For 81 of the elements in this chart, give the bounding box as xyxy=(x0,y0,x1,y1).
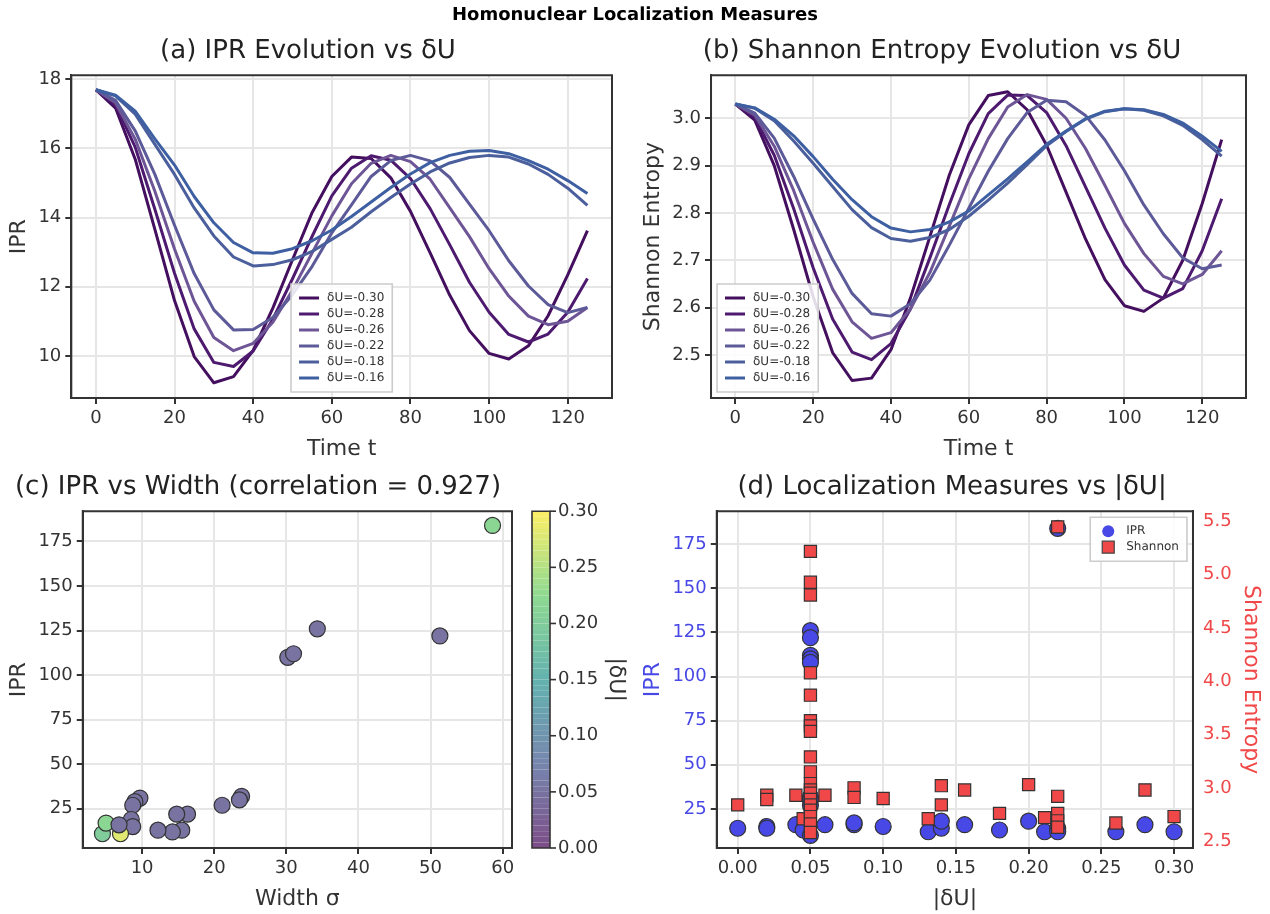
x-tick-label: 0.30 xyxy=(1154,859,1195,880)
x-tick-label: 100 xyxy=(471,409,507,430)
y-tick-label: 3.0 xyxy=(672,108,702,129)
x-axis-title: Width σ xyxy=(254,884,340,911)
y-tick-label: 25 xyxy=(49,799,73,820)
text: Homonuclear Localization Measures xyxy=(450,6,820,26)
y-tick-label: 175 xyxy=(38,532,73,553)
x-tick-label: 50 xyxy=(419,859,443,880)
y-tick-label: 75 xyxy=(683,711,707,732)
color-bar-title: |δU| xyxy=(604,657,631,702)
x-tick-label: 120 xyxy=(1185,409,1220,430)
y-tick-label: 50 xyxy=(683,755,708,776)
x-tick-label: 0.15 xyxy=(935,859,976,880)
color-bar-label: 0.25 xyxy=(558,558,599,579)
x-tick-label: 0.00 xyxy=(717,859,759,880)
y2-tick-label: 5.0 xyxy=(1202,565,1233,586)
color-bar-label: 0.05 xyxy=(558,782,599,803)
y-tick-label: 150 xyxy=(38,576,74,597)
y2-tick-label: 4.0 xyxy=(1202,671,1233,692)
x-tick-label: 20 xyxy=(202,859,227,880)
y-tick-label: 16 xyxy=(38,139,62,160)
y-tick-label: 2.7 xyxy=(672,250,702,271)
x-tick-label: 0.05 xyxy=(790,859,831,880)
y-tick-label: 2.5 xyxy=(672,345,702,366)
x-tick-label: 10 xyxy=(130,859,155,880)
y-tick-label: 10 xyxy=(38,346,62,367)
y-tick-label: 2.9 xyxy=(672,156,702,177)
y-tick-label: 175 xyxy=(672,534,707,555)
x-tick-label: 60 xyxy=(957,409,981,430)
y-tick-label: 100 xyxy=(672,667,708,688)
x-tick-label: 20 xyxy=(163,409,187,430)
x-tick-label: 0 xyxy=(90,409,103,430)
y-axis-title: Shannon Entropy xyxy=(638,141,665,332)
y-tick-label: 150 xyxy=(672,578,708,599)
y-tick-label: 125 xyxy=(38,621,73,642)
y-tick-label: 25 xyxy=(683,799,707,820)
x-tick-label: 80 xyxy=(399,409,423,430)
y-tick-label: 125 xyxy=(672,623,707,644)
y2-axis-title: Shannon Entropy xyxy=(1239,585,1266,776)
y-tick-label: 2.6 xyxy=(672,298,702,319)
color-bar-label: 0.10 xyxy=(558,726,599,747)
y2-tick-label: 2.5 xyxy=(1202,831,1232,852)
y-tick-label: 100 xyxy=(38,665,74,686)
y2-tick-label: 5.5 xyxy=(1202,512,1232,533)
y2-tick-label: 4.5 xyxy=(1202,618,1232,639)
x-tick-label: 0 xyxy=(729,409,742,430)
chart-title: (b) Shannon Entropy Evolution vs δU xyxy=(702,36,1182,67)
y-axis-title: IPR xyxy=(4,661,31,698)
x-tick-label: 100 xyxy=(1107,409,1143,430)
y-tick-label: 2.8 xyxy=(672,203,702,224)
x-tick-label: 120 xyxy=(550,409,586,430)
y-axis-title: IPR xyxy=(638,661,665,698)
x-tick-label: 0.25 xyxy=(1081,859,1122,880)
color-bar-label: 0.20 xyxy=(558,614,599,635)
x-axis-title: Time t xyxy=(941,434,1015,461)
x-axis-title: |δU| xyxy=(932,884,978,911)
x-tick-label: 0.10 xyxy=(863,859,904,880)
x-tick-label: 60 xyxy=(491,859,515,880)
color-bar-label: 0.00 xyxy=(558,838,599,859)
y2-tick-label: 3.5 xyxy=(1202,725,1232,746)
y-tick-label: 14 xyxy=(38,208,62,229)
x-axis-title: Time t xyxy=(304,434,378,461)
x-tick-label: 30 xyxy=(274,859,299,880)
x-tick-label: 0.20 xyxy=(1008,859,1050,880)
y-axis-title: IPR xyxy=(4,218,31,255)
y-tick-label: 75 xyxy=(49,710,73,731)
chart-title: (a) IPR Evolution vs δU xyxy=(160,36,456,67)
color-bar-label: 0.15 xyxy=(558,670,599,691)
y-tick-label: 12 xyxy=(38,277,62,298)
y2-tick-label: 3.0 xyxy=(1202,778,1233,799)
x-tick-label: 20 xyxy=(801,409,826,430)
chart-title: (c) IPR vs Width (correlation = 0.927) xyxy=(14,472,502,503)
x-tick-label: 40 xyxy=(879,409,903,430)
y-tick-label: 18 xyxy=(38,70,62,91)
x-tick-label: 80 xyxy=(1035,409,1059,430)
color-bar-label: 0.30 xyxy=(558,501,599,522)
y-tick-label: 50 xyxy=(49,754,74,775)
x-tick-label: 40 xyxy=(241,409,266,430)
x-tick-label: 40 xyxy=(346,859,371,880)
chart-title: (d) Localization Measures vs |δU| xyxy=(737,472,1167,503)
x-tick-label: 60 xyxy=(320,409,344,430)
